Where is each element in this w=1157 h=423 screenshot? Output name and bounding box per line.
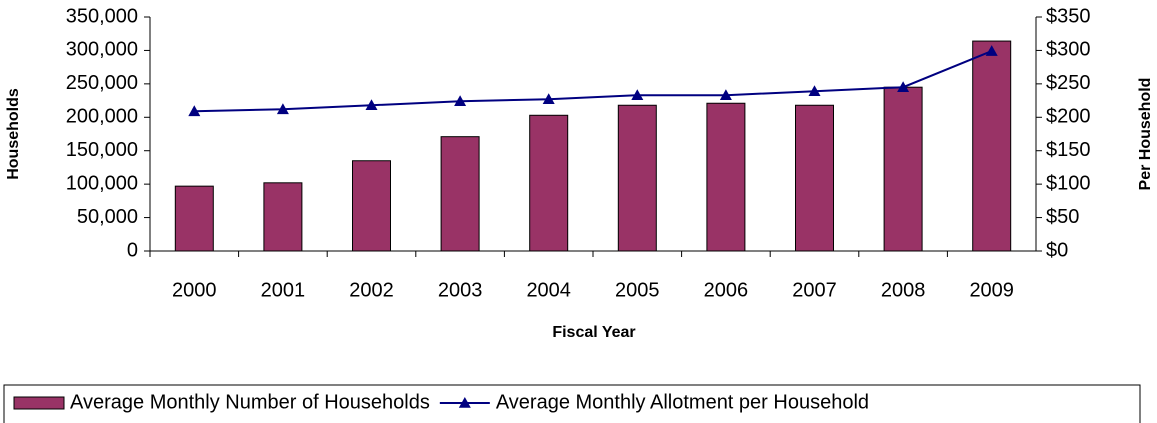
- line-marker: [985, 45, 998, 56]
- x-tick-label: 2005: [615, 279, 660, 301]
- x-tick-label: 2009: [969, 279, 1014, 301]
- x-tick-label: 2003: [438, 279, 483, 301]
- y2-axis-title: Per Household: [1137, 78, 1154, 191]
- line-marker: [897, 81, 910, 92]
- y-axis-title: Households: [5, 88, 22, 180]
- y-tick-label: 300,000: [66, 39, 138, 61]
- x-tick-label: 2006: [704, 279, 749, 301]
- y-tick-label: 50,000: [77, 206, 138, 228]
- line-marker: [276, 103, 289, 115]
- bar: [617, 104, 657, 252]
- bar: [263, 182, 303, 252]
- bar: [883, 86, 923, 252]
- y2-tick-label: $200: [1046, 106, 1091, 128]
- line-marker: [454, 95, 467, 107]
- y2-tick-label: $300: [1046, 39, 1091, 61]
- line: [194, 50, 993, 113]
- y-tick-label: 250,000: [66, 72, 138, 94]
- bar: [174, 185, 214, 252]
- line-marker: [365, 99, 378, 111]
- bar: [352, 160, 391, 252]
- x-tick-label: 2004: [526, 279, 571, 301]
- y-tick-label: 200,000: [66, 106, 138, 128]
- y2-tick-label: $250: [1046, 72, 1091, 94]
- y2-tick-label: $150: [1046, 139, 1091, 161]
- x-tick-label: 2007: [792, 279, 837, 301]
- line-marker: [808, 85, 821, 97]
- y-tick-label: 150,000: [66, 139, 138, 161]
- x-tick-label: 2000: [172, 279, 217, 301]
- bar: [706, 102, 746, 252]
- legend-box: [3, 384, 1141, 423]
- y2-tick-label: $0: [1046, 239, 1068, 261]
- x-tick-label: 2001: [261, 279, 306, 301]
- line-marker: [188, 105, 201, 117]
- bar: [795, 104, 834, 252]
- y-tick-label: 100,000: [66, 172, 138, 194]
- legend-marker: [458, 397, 471, 408]
- y2-tick-label: $50: [1046, 206, 1079, 228]
- bar: [972, 40, 1012, 252]
- y2-tick-label: $350: [1046, 5, 1091, 27]
- x-tick-label: 2008: [881, 279, 926, 301]
- line-marker: [542, 93, 555, 105]
- y-tick-label: 350,000: [66, 5, 138, 27]
- bar: [440, 136, 480, 252]
- x-axis-title: Fiscal Year: [552, 324, 635, 341]
- y-tick-label: 0: [127, 239, 138, 261]
- legend-swatch: [13, 396, 65, 410]
- bar: [529, 114, 569, 252]
- line-marker: [631, 89, 644, 101]
- legend-label: Average Monthly Allotment per Household: [496, 391, 869, 413]
- line-marker: [719, 89, 732, 101]
- y2-tick-label: $100: [1046, 172, 1091, 194]
- x-tick-label: 2002: [349, 279, 394, 301]
- legend-label: Average Monthly Number of Households: [70, 391, 430, 413]
